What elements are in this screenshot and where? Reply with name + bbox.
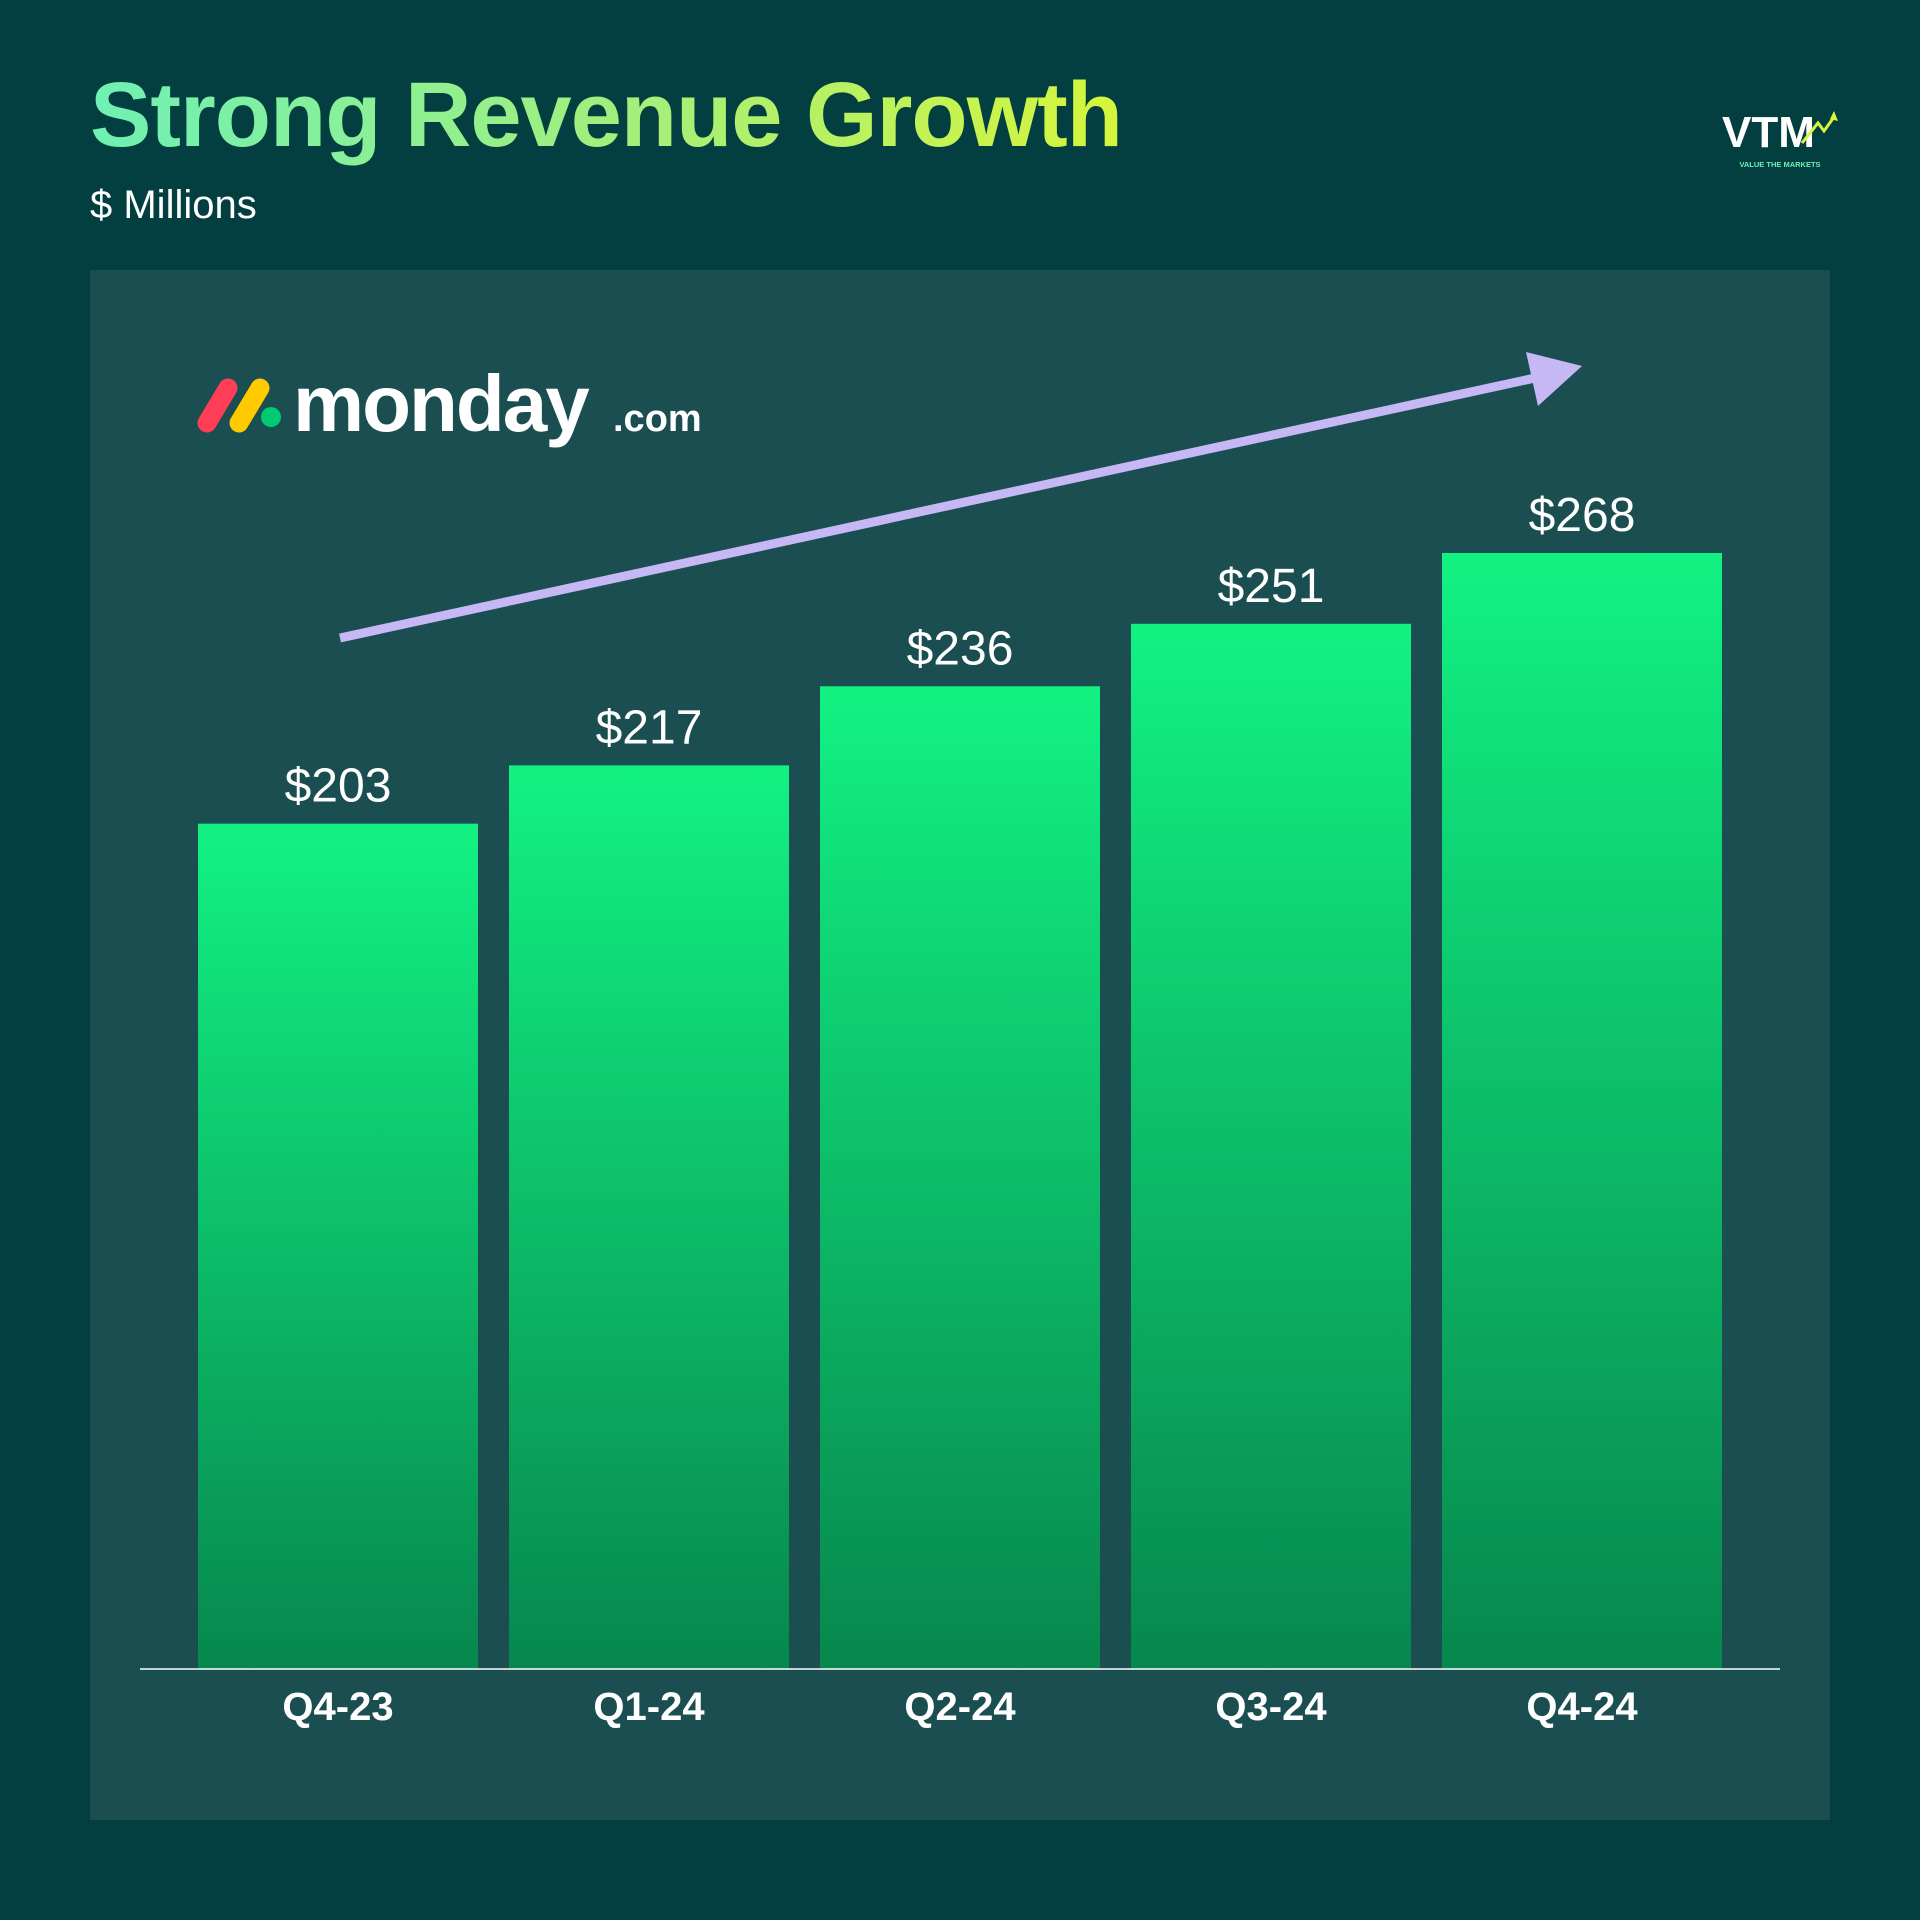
bar-q1-24 [509, 765, 789, 1669]
vtm-logo-arrow-icon [1800, 116, 1836, 144]
x-tick-label: Q1-24 [593, 1685, 705, 1729]
x-tick-label: Q4-23 [282, 1685, 393, 1729]
bar-value-label: $203 [285, 760, 392, 813]
monday-logo-yellow-mark-icon [229, 378, 270, 433]
bar-value-label: $268 [1529, 489, 1636, 542]
vtm-logo: VTM VALUE THE MARKETS [1722, 108, 1838, 169]
x-tick-label: Q2-24 [904, 1685, 1016, 1729]
trend-arrowhead-icon [1526, 352, 1582, 406]
vtm-logo-tagline: VALUE THE MARKETS [1739, 160, 1820, 169]
monday-logo-suffix: .com [613, 398, 702, 440]
vtm-logo-arrowhead-icon [1830, 111, 1838, 121]
bar-q4-23 [198, 823, 478, 1669]
bar-q2-24 [820, 686, 1100, 1669]
monday-logo-green-dot-icon [261, 407, 281, 427]
chart-title: Strong Revenue Growth [90, 60, 1123, 170]
bar-value-label: $236 [907, 622, 1014, 675]
bar-q4-24 [1442, 553, 1722, 1669]
bar-q3-24 [1131, 623, 1411, 1669]
x-tick-label: Q3-24 [1215, 1685, 1327, 1729]
x-tick-label: Q4-24 [1526, 1685, 1638, 1729]
vtm-logo-text: VTM [1722, 108, 1815, 157]
monday-logo: monday .com [197, 359, 702, 448]
chart-subtitle: $ Millions [90, 183, 257, 227]
bar-value-label: $217 [596, 701, 703, 754]
trend-arrow-line [339, 373, 1536, 643]
monday-logo-wordmark: monday [293, 359, 590, 448]
bar-value-label: $251 [1218, 560, 1325, 613]
monday-logo-red-mark-icon [197, 378, 238, 433]
